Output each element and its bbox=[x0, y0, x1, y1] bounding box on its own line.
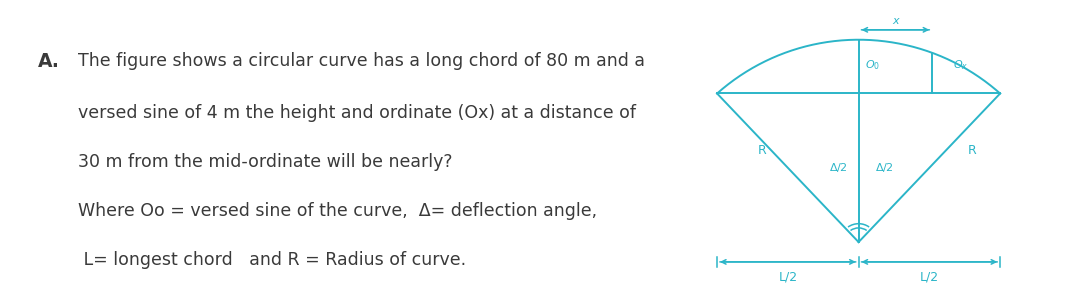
Text: 30 m from the mid-ordinate will be nearly?: 30 m from the mid-ordinate will be nearl… bbox=[78, 153, 453, 171]
Text: R: R bbox=[758, 144, 767, 157]
Text: R: R bbox=[968, 144, 976, 157]
Text: A.: A. bbox=[38, 52, 59, 71]
Text: Where Oo = versed sine of the curve,  Δ= deflection angle,: Where Oo = versed sine of the curve, Δ= … bbox=[78, 202, 597, 220]
Text: L= longest chord   and R = Radius of curve.: L= longest chord and R = Radius of curve… bbox=[78, 251, 465, 269]
Text: $\Delta$/2: $\Delta$/2 bbox=[875, 161, 893, 174]
Text: x: x bbox=[892, 16, 899, 25]
Text: L/2: L/2 bbox=[920, 271, 939, 284]
Text: L/2: L/2 bbox=[779, 271, 797, 284]
Text: $O_x$: $O_x$ bbox=[953, 59, 968, 73]
Text: The figure shows a circular curve has a long chord of 80 m and a: The figure shows a circular curve has a … bbox=[78, 52, 645, 70]
Text: versed sine of 4 m the height and ordinate (Ox) at a distance of: versed sine of 4 m the height and ordina… bbox=[78, 104, 636, 122]
Text: $O_0$: $O_0$ bbox=[865, 59, 880, 73]
Text: $\Delta$/2: $\Delta$/2 bbox=[829, 161, 848, 174]
